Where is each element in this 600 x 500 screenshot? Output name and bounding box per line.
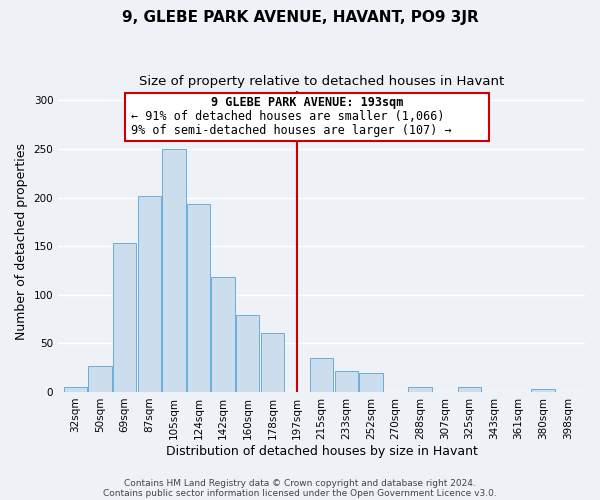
Bar (88, 366, 112, 392)
X-axis label: Distribution of detached houses by size in Havant: Distribution of detached houses by size … (166, 444, 478, 458)
Bar (532, 389, 555, 392)
Bar (137, 196, 161, 392)
Text: Contains HM Land Registry data © Crown copyright and database right 2024.: Contains HM Land Registry data © Crown c… (124, 478, 476, 488)
Text: Contains public sector information licensed under the Open Government Licence v3: Contains public sector information licen… (103, 488, 497, 498)
Bar (335, 370, 358, 392)
FancyBboxPatch shape (125, 92, 489, 141)
Y-axis label: Number of detached properties: Number of detached properties (15, 143, 28, 340)
Text: ← 91% of detached houses are smaller (1,066): ← 91% of detached houses are smaller (1,… (131, 110, 444, 124)
Bar (162, 149, 185, 392)
Title: Size of property relative to detached houses in Havant: Size of property relative to detached ho… (139, 75, 504, 88)
Bar (187, 204, 210, 392)
Bar (458, 387, 481, 392)
Bar (64, 387, 87, 392)
Bar (409, 387, 432, 392)
Bar (113, 243, 136, 392)
Text: 9% of semi-detached houses are larger (107) →: 9% of semi-detached houses are larger (1… (131, 124, 451, 137)
Bar (359, 374, 383, 392)
Bar (260, 332, 284, 392)
Text: 9, GLEBE PARK AVENUE, HAVANT, PO9 3JR: 9, GLEBE PARK AVENUE, HAVANT, PO9 3JR (122, 10, 478, 25)
Bar (310, 358, 333, 392)
Bar (211, 277, 235, 392)
Bar (236, 315, 259, 392)
Text: 9 GLEBE PARK AVENUE: 193sqm: 9 GLEBE PARK AVENUE: 193sqm (211, 96, 403, 110)
